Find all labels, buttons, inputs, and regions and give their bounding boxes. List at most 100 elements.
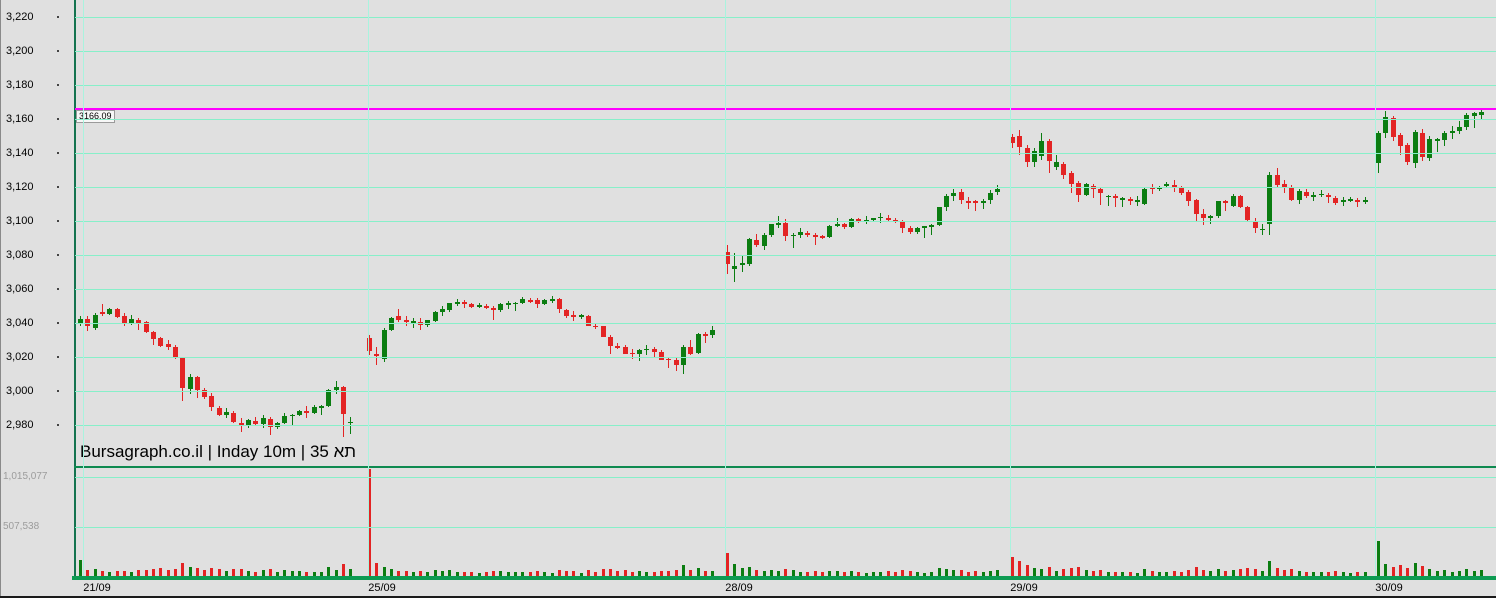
candle-body — [334, 386, 339, 391]
volume-bar — [1085, 570, 1088, 576]
candle-body — [129, 318, 134, 324]
candle-body — [477, 305, 482, 307]
volume-bar — [667, 571, 670, 576]
volume-bar — [580, 572, 583, 576]
candle-body — [1267, 175, 1272, 225]
candle-body — [1348, 198, 1353, 201]
volume-bar — [887, 571, 890, 576]
volume-tick-label: 507,538 — [3, 521, 40, 532]
candle-wick — [924, 226, 925, 238]
volume-bar — [1327, 571, 1330, 576]
volume-bar — [799, 572, 802, 576]
candle-body — [297, 410, 302, 415]
session-divider — [725, 0, 726, 576]
candle-wick — [1321, 190, 1322, 198]
candle-body — [396, 316, 401, 321]
volume-bar — [492, 571, 495, 576]
volume-bar — [181, 563, 184, 576]
candle-body — [915, 227, 920, 233]
volume-bar — [101, 571, 104, 576]
date-label[interactable]: 30/09 — [1375, 582, 1403, 594]
candle-body — [1186, 192, 1191, 202]
candle-body — [688, 346, 693, 354]
volume-bar — [697, 567, 700, 576]
volume-bar — [1165, 571, 1168, 576]
volume-bar — [894, 572, 897, 576]
volume-bar — [645, 572, 648, 576]
candle-body — [217, 408, 222, 415]
candle-body — [1238, 196, 1243, 208]
price-gridline — [75, 357, 1496, 358]
volume-bar — [711, 570, 714, 576]
price-tick-mark — [57, 152, 59, 154]
volume-bar — [857, 572, 860, 576]
candle-body — [564, 310, 569, 317]
volume-bar — [218, 569, 221, 576]
candle-body — [1413, 131, 1418, 164]
candle-body — [180, 357, 185, 389]
last-price-label: 3166.09 — [76, 110, 115, 123]
price-gridline — [75, 85, 1496, 86]
candle-body — [202, 390, 207, 397]
candle-body — [813, 234, 818, 238]
candle-body — [290, 414, 295, 417]
candle-body — [871, 218, 876, 221]
price-gridline — [75, 51, 1496, 52]
volume-bar — [1151, 571, 1154, 576]
candle-body — [1472, 113, 1477, 116]
candle-body — [644, 348, 649, 351]
candle-wick — [1159, 186, 1160, 192]
candle-body — [1376, 132, 1381, 164]
volume-bar — [1377, 541, 1380, 576]
volume-bar — [814, 571, 817, 576]
candle-body — [1069, 172, 1074, 185]
candle-body — [740, 262, 745, 266]
candle-body — [1464, 114, 1469, 127]
date-label[interactable]: 28/09 — [725, 582, 753, 594]
volume-bar — [828, 570, 831, 576]
price-panel[interactable] — [0, 0, 1496, 467]
candle-wick — [292, 413, 293, 425]
date-label[interactable]: 25/09 — [368, 582, 396, 594]
date-label[interactable]: 29/09 — [1010, 582, 1038, 594]
volume-bar — [733, 564, 736, 576]
candle-body — [937, 207, 942, 226]
candle-body — [319, 406, 324, 408]
volume-bar — [960, 569, 963, 576]
candle-body — [1450, 130, 1455, 134]
candle-body — [312, 407, 317, 413]
volume-bar — [116, 570, 119, 576]
volume-bar — [602, 569, 605, 576]
volume-bar — [865, 572, 868, 576]
candle-body — [1231, 196, 1236, 206]
volume-bar — [872, 572, 875, 576]
volume-bar — [974, 571, 977, 576]
candle-body — [944, 196, 949, 208]
volume-panel[interactable] — [0, 467, 1496, 578]
date-label[interactable]: 21/09 — [83, 582, 111, 594]
volume-bar — [763, 570, 766, 576]
volume-bar — [405, 571, 408, 576]
volume-bar — [1246, 568, 1249, 576]
candle-body — [1135, 200, 1140, 202]
volume-bar — [1026, 565, 1029, 576]
volume-bar — [930, 572, 933, 576]
candle-body — [304, 410, 309, 414]
volume-bar — [1217, 569, 1220, 576]
volume-gridline — [75, 477, 1496, 478]
candle-body — [115, 309, 120, 318]
candle-body — [856, 219, 861, 221]
candle-wick — [1100, 187, 1101, 205]
candle-body — [835, 223, 840, 227]
candle-body — [1054, 162, 1059, 168]
price-gridline — [75, 425, 1496, 426]
candle-body — [93, 314, 98, 329]
candle-body — [798, 232, 803, 235]
volume-bar — [616, 571, 619, 576]
volume-bar — [1465, 569, 1468, 576]
volume-bar — [1283, 570, 1286, 576]
volume-bar — [916, 571, 919, 576]
candle-body — [557, 299, 562, 310]
candle-body — [1304, 192, 1309, 197]
candle-body — [579, 315, 584, 317]
